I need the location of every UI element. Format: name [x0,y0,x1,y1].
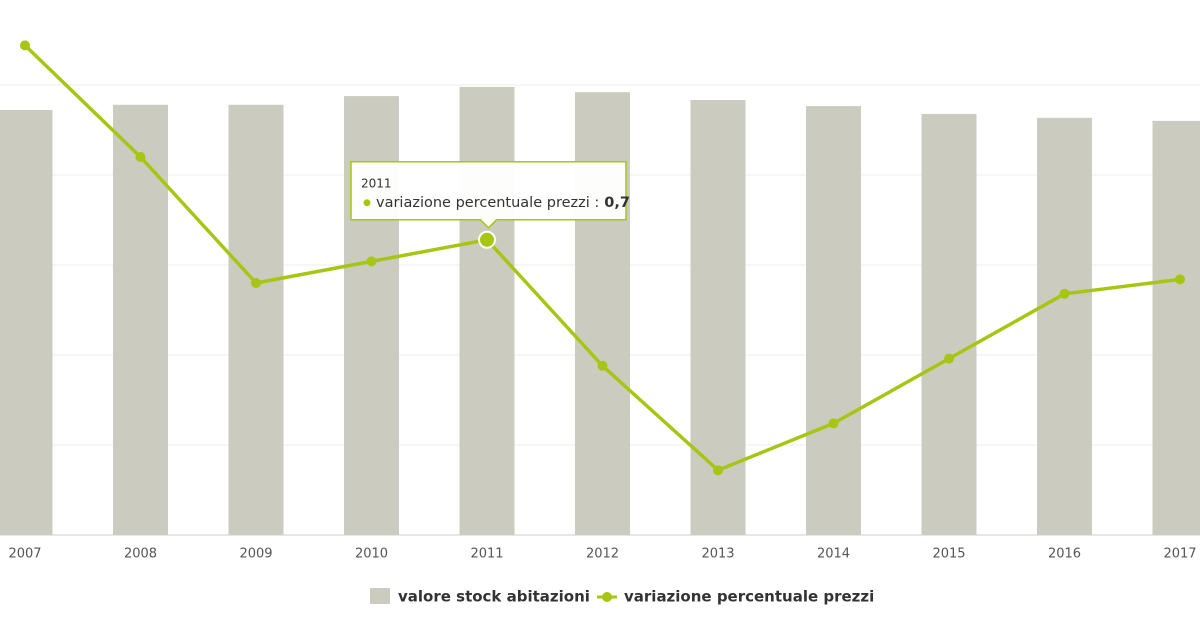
tooltip-series: variazione percentuale prezzi : [376,195,599,211]
bar [0,110,53,535]
x-tick-label: 2013 [701,547,734,562]
tooltip-box [350,161,627,229]
bar [1152,120,1200,535]
bar [459,86,515,535]
line-point [135,152,146,162]
line-point [1175,274,1185,285]
tooltip-dot [363,199,371,207]
x-tick-label: 2008 [124,547,157,562]
bar [113,104,168,535]
legend-label: valore stock abitazioni [398,588,590,606]
bar [921,113,977,536]
x-tick-label: 2010 [355,547,388,562]
tooltip-text: variazione percentuale prezzi : 0,7 [376,195,630,211]
line-point [597,360,608,371]
legend-label: variazione percentuale prezzi [624,588,874,606]
x-tick-label: 2009 [239,547,272,562]
x-tick-label: 2014 [817,547,850,562]
legend-swatch [602,592,612,602]
line-point [478,230,496,249]
line-point [251,278,261,288]
line-point [944,353,954,364]
line-point [713,465,723,476]
x-tick-label: 2012 [586,547,619,562]
x-tick-label: 2017 [1163,547,1196,562]
bar [1037,117,1092,536]
tooltip-value: 0,7 [604,195,630,211]
line-point [366,256,377,267]
line-point [828,418,839,429]
tooltip: 2011 variazione percentuale prezzi : 0,7 [350,161,630,229]
x-tick-label: 2015 [932,547,965,562]
bar [806,106,861,535]
bar [575,92,630,536]
line-point [20,40,30,51]
line-point [1059,288,1070,299]
legend-swatch [370,588,390,604]
x-tick-label: 2007 [8,547,41,562]
x-tick-label: 2016 [1048,547,1081,562]
legend: valore stock abitazioni variazione percen… [370,588,874,606]
x-tick-label: 2011 [470,547,503,562]
tooltip-title: 2011 [361,176,392,190]
bar [228,104,284,535]
